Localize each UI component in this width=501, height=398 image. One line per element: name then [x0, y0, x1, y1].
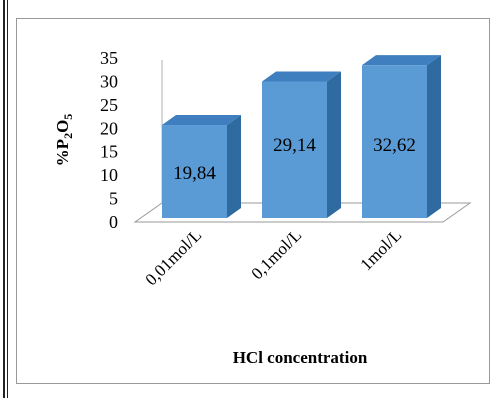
data-label: 32,62: [373, 135, 416, 156]
bar-front: [362, 65, 427, 218]
x-axis-label: HCl concentration: [233, 348, 368, 367]
y-tick-label: 30: [100, 71, 118, 91]
bar-front: [262, 81, 327, 218]
bar-side: [327, 71, 341, 218]
chart-border: [16, 18, 490, 384]
x-tick-label: 0,1mol/L: [247, 225, 305, 283]
x-tick-label: 1mol/L: [356, 225, 405, 274]
x-axis-tick-labels: 0,01mol/L 0,1mol/L 1mol/L: [141, 225, 405, 289]
y-tick-label: 20: [100, 118, 118, 138]
bar-top: [362, 55, 441, 66]
data-label: 29,14: [273, 135, 316, 156]
bar: 29,14: [262, 71, 341, 218]
frame-left-border: [3, 0, 5, 398]
bar-side: [427, 55, 441, 218]
bar-top: [162, 115, 241, 126]
y-axis-ticks: 0 5 10 15 20 25 30 35: [100, 48, 118, 232]
bar-top: [262, 71, 341, 82]
bar: 19,84: [162, 115, 241, 218]
y-tick-label: 35: [100, 48, 118, 68]
y-axis-label: %P2O5: [53, 114, 75, 167]
y-tick-label: 25: [100, 95, 118, 115]
bars-group: 19,84 29,14 32,62: [162, 55, 441, 218]
data-label: 19,84: [173, 163, 216, 184]
y-tick-label: 10: [100, 165, 118, 185]
y-tick-label: 15: [100, 142, 118, 162]
y-tick-label: 0: [109, 212, 118, 232]
frame-left-border-inner: [7, 0, 8, 398]
y-tick-label: 5: [109, 189, 118, 209]
bar: 32,62: [362, 55, 441, 218]
bar-front: [162, 125, 227, 218]
bar-side: [227, 115, 241, 218]
x-tick-label: 0,01mol/L: [141, 225, 205, 289]
